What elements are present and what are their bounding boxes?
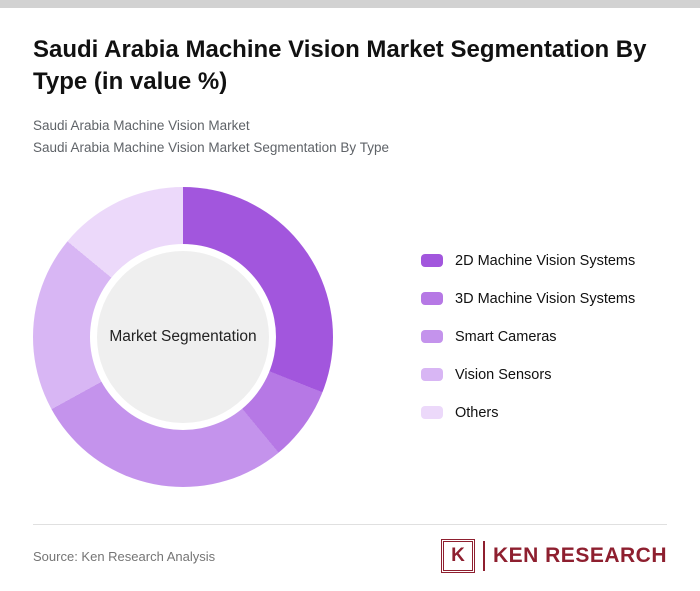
donut-center-circle: Market Segmentation — [97, 250, 269, 423]
legend-label: 2D Machine Vision Systems — [455, 252, 636, 269]
logo-divider — [482, 541, 485, 571]
donut-hole: Market Segmentation — [90, 243, 276, 430]
legend-label: Smart Cameras — [455, 328, 557, 345]
brand-name: KEN RESEARCH — [492, 544, 667, 567]
donut-center-label: Market Segmentation — [109, 327, 257, 345]
legend-item[interactable]: 2D Machine Vision Systems — [421, 253, 635, 269]
legend-item[interactable]: Vision Sensors — [421, 367, 635, 383]
chart-subtitles: Saudi Arabia Machine Vision Market Saudi… — [33, 115, 667, 158]
legend-swatch-icon — [421, 292, 443, 306]
donut-chart: Market Segmentation 2D Machine Vision Sy… — [33, 186, 667, 487]
footer: Source: Ken Research Analysis K KEN RESE… — [33, 524, 667, 573]
legend-swatch-icon — [421, 406, 443, 420]
top-strip — [0, 0, 700, 8]
legend-swatch-icon — [421, 330, 443, 344]
footer-divider — [33, 524, 667, 525]
ken-research-logo: K KEN RESEARCH — [440, 539, 667, 573]
legend-label: Vision Sensors — [455, 366, 552, 383]
page: Saudi Arabia Machine Vision Market Segme… — [0, 8, 700, 487]
chart-subtitle-segmentation: Saudi Arabia Machine Vision Market Segme… — [33, 139, 389, 155]
source-text: Source: Ken Research Analysis — [33, 548, 216, 564]
legend-swatch-icon — [421, 254, 443, 268]
legend-item[interactable]: Others — [421, 405, 635, 421]
legend-label: 3D Machine Vision Systems — [455, 290, 636, 307]
ken-research-logo-icon: K — [440, 539, 475, 573]
legend-swatch-icon — [421, 368, 443, 382]
chart-subtitle-market: Saudi Arabia Machine Vision Market — [33, 118, 250, 134]
legend-item[interactable]: 3D Machine Vision Systems — [421, 291, 635, 307]
chart-legend: 2D Machine Vision Systems 3D Machine Visi… — [421, 253, 635, 421]
legend-label: Others — [455, 404, 499, 421]
legend-item[interactable]: Smart Cameras — [421, 329, 635, 345]
donut-ring[interactable]: Market Segmentation — [33, 186, 333, 487]
page-title: Saudi Arabia Machine Vision Market Segme… — [33, 36, 647, 95]
